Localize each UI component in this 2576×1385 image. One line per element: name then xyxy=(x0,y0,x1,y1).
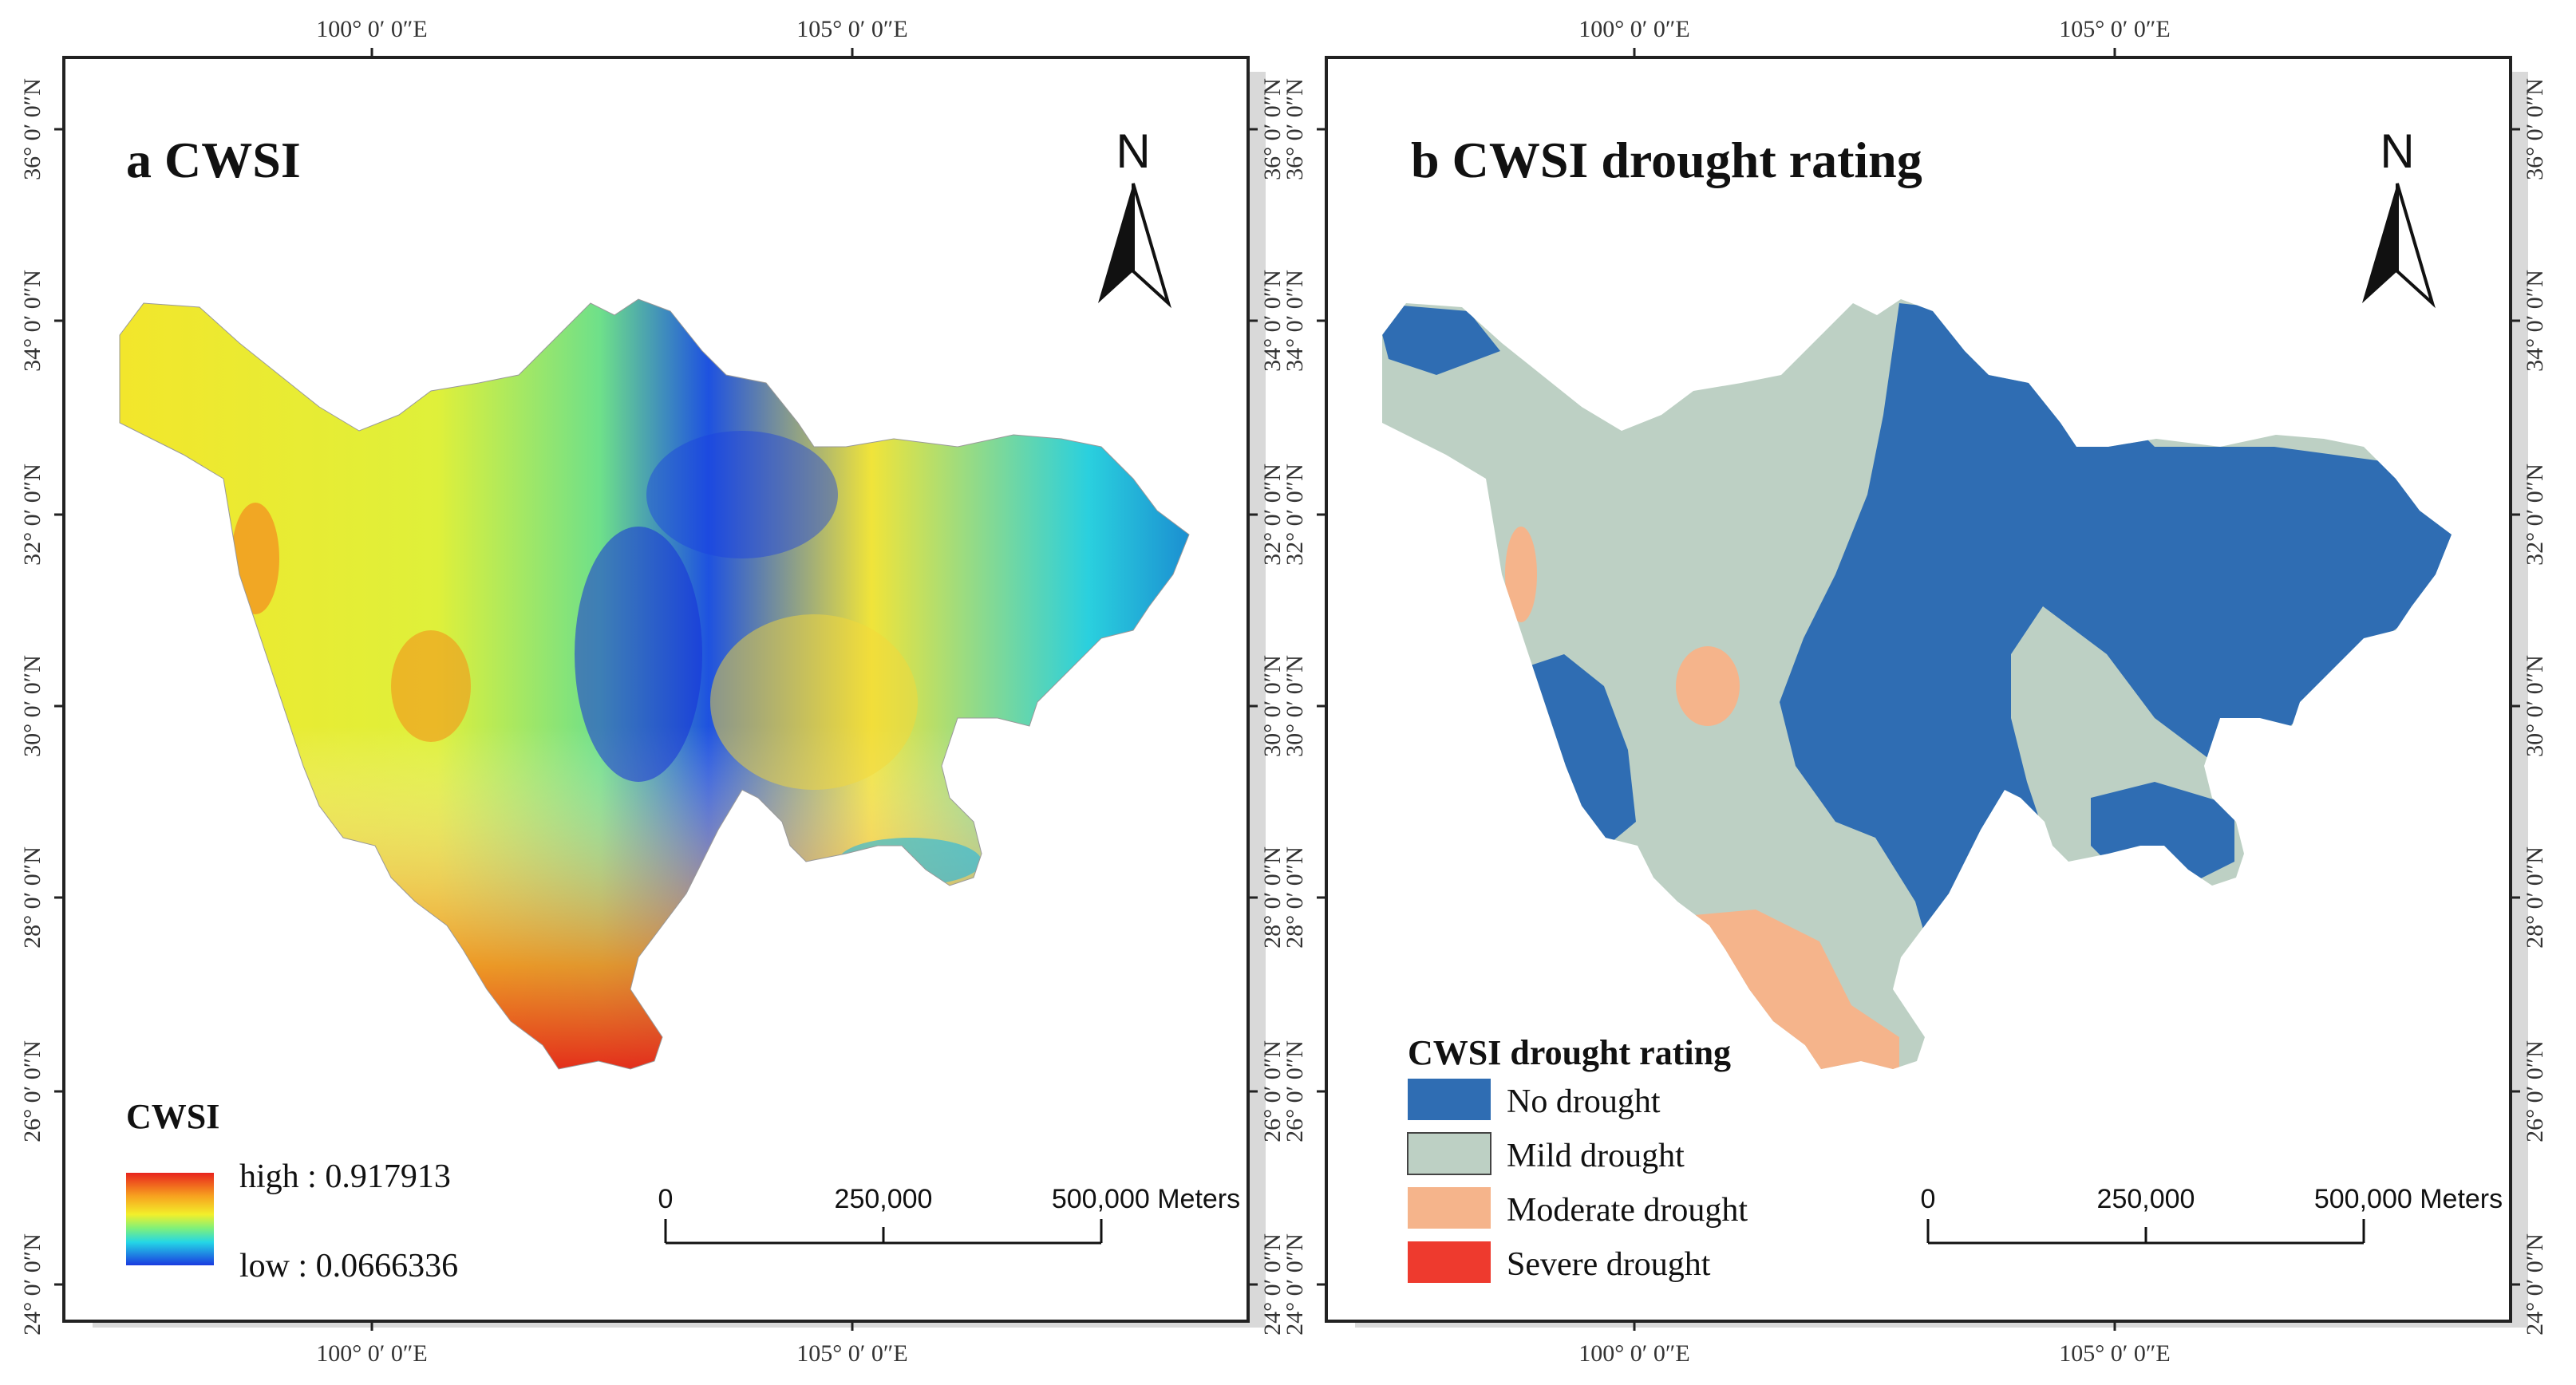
lat-label: 28° 0′ 0″N xyxy=(19,846,45,949)
legend-swatch-no-drought xyxy=(1408,1079,1491,1120)
scale-zero: 0 xyxy=(658,1184,674,1214)
scale-mid: 250,000 xyxy=(835,1184,933,1214)
lat-label: 26° 0′ 0″N xyxy=(1282,1040,1308,1142)
lon-label: 105° 0′ 0″E xyxy=(2059,16,2170,42)
legend-label: Moderate drought xyxy=(1507,1192,1748,1229)
lat-label: 30° 0′ 0″N xyxy=(19,655,45,757)
legend-item: Severe drought xyxy=(1408,1241,1711,1283)
panel-title: b CWSI drought rating xyxy=(1411,132,1922,188)
lat-label: 24° 0′ 0″N xyxy=(2522,1233,2548,1336)
lat-label: 32° 0′ 0″N xyxy=(19,464,45,566)
legend-item: No drought xyxy=(1408,1079,1661,1120)
lon-label: 105° 0′ 0″E xyxy=(796,1340,907,1367)
scale-mid: 250,000 xyxy=(2097,1184,2195,1214)
no-drought-zone xyxy=(1382,303,1500,375)
lat-label: 36° 0′ 0″N xyxy=(2522,78,2548,180)
lon-label: 100° 0′ 0″E xyxy=(316,1340,427,1367)
color-ramp xyxy=(126,1173,214,1265)
lat-label: 28° 0′ 0″N xyxy=(1259,846,1286,949)
lon-label: 105° 0′ 0″E xyxy=(2059,1340,2170,1367)
panel-b: 100° 0′ 0″E 105° 0′ 0″E 100° 0′ 0″E 105°… xyxy=(1282,16,2548,1367)
legend-item: Mild drought xyxy=(1407,1132,1685,1175)
frame-ticks xyxy=(1317,48,2520,1331)
svg-text:N: N xyxy=(1116,124,1150,178)
legend-swatch-mild-drought xyxy=(1407,1132,1491,1175)
lat-label: 36° 0′ 0″N xyxy=(19,78,45,180)
scale-bar: 0 250,000 500,000 Meters xyxy=(1921,1184,2503,1245)
moderate-drought-zone xyxy=(1505,527,1537,622)
lat-label: 26° 0′ 0″N xyxy=(19,1040,45,1142)
lat-label: 24° 0′ 0″N xyxy=(1282,1233,1308,1336)
lat-label: 28° 0′ 0″N xyxy=(1282,846,1308,949)
lat-label: 34° 0′ 0″N xyxy=(1259,270,1286,372)
lat-label: 24° 0′ 0″N xyxy=(19,1233,45,1336)
lat-label: 32° 0′ 0″N xyxy=(1282,464,1308,566)
lat-label: 24° 0′ 0″N xyxy=(1259,1233,1286,1336)
moderate-drought-zone xyxy=(1676,646,1740,726)
legend-swatch-moderate-drought xyxy=(1408,1187,1491,1229)
lat-label: 30° 0′ 0″N xyxy=(1259,655,1286,757)
north-arrow-icon: N xyxy=(2362,124,2436,309)
lat-label: 26° 0′ 0″N xyxy=(1259,1040,1286,1142)
legend-title: CWSI xyxy=(126,1097,219,1136)
lat-label: 30° 0′ 0″N xyxy=(2522,655,2548,757)
scale-end: 500,000 Meters xyxy=(2314,1184,2503,1214)
lon-label: 100° 0′ 0″E xyxy=(1578,1340,1689,1367)
legend-title: CWSI drought rating xyxy=(1408,1033,1731,1072)
lat-label: 32° 0′ 0″N xyxy=(2522,464,2548,566)
lat-label: 28° 0′ 0″N xyxy=(2522,846,2548,949)
scale-zero: 0 xyxy=(1921,1184,1936,1214)
frame-ticks xyxy=(54,48,1258,1331)
legend-swatch-severe-drought xyxy=(1408,1241,1491,1283)
lon-label: 105° 0′ 0″E xyxy=(796,16,907,42)
lat-label: 36° 0′ 0″N xyxy=(1259,78,1286,180)
lat-label: 34° 0′ 0″N xyxy=(1282,270,1308,372)
lat-label: 30° 0′ 0″N xyxy=(1282,655,1308,757)
legend-high: high : 0.917913 xyxy=(239,1158,451,1195)
lat-label: 34° 0′ 0″N xyxy=(19,270,45,372)
lat-label: 34° 0′ 0″N xyxy=(2522,270,2548,372)
lat-label: 32° 0′ 0″N xyxy=(1259,464,1286,566)
lat-label: 26° 0′ 0″N xyxy=(2522,1040,2548,1142)
lon-label: 100° 0′ 0″E xyxy=(1578,16,1689,42)
legend-item: Moderate drought xyxy=(1408,1187,1748,1229)
legend-low: low : 0.0666336 xyxy=(239,1248,458,1284)
legend-label: No drought xyxy=(1507,1083,1661,1120)
legend-label: Severe drought xyxy=(1507,1246,1711,1283)
scale-bar: 0 250,000 500,000 Meters xyxy=(658,1184,1240,1245)
panel-title: a CWSI xyxy=(126,132,301,188)
no-drought-zone xyxy=(1780,303,2452,957)
lat-label: 36° 0′ 0″N xyxy=(1282,78,1308,180)
north-arrow-icon: N xyxy=(1098,124,1171,309)
scale-end: 500,000 Meters xyxy=(1052,1184,1240,1214)
region-outline xyxy=(119,298,1190,1070)
panel-a: 100° 0′ 0″E 105° 0′ 0″E 100° 0′ 0″E 105°… xyxy=(19,16,1286,1367)
lon-label: 100° 0′ 0″E xyxy=(316,16,427,42)
svg-text:N: N xyxy=(2380,124,2414,178)
legend-label: Mild drought xyxy=(1507,1138,1685,1174)
